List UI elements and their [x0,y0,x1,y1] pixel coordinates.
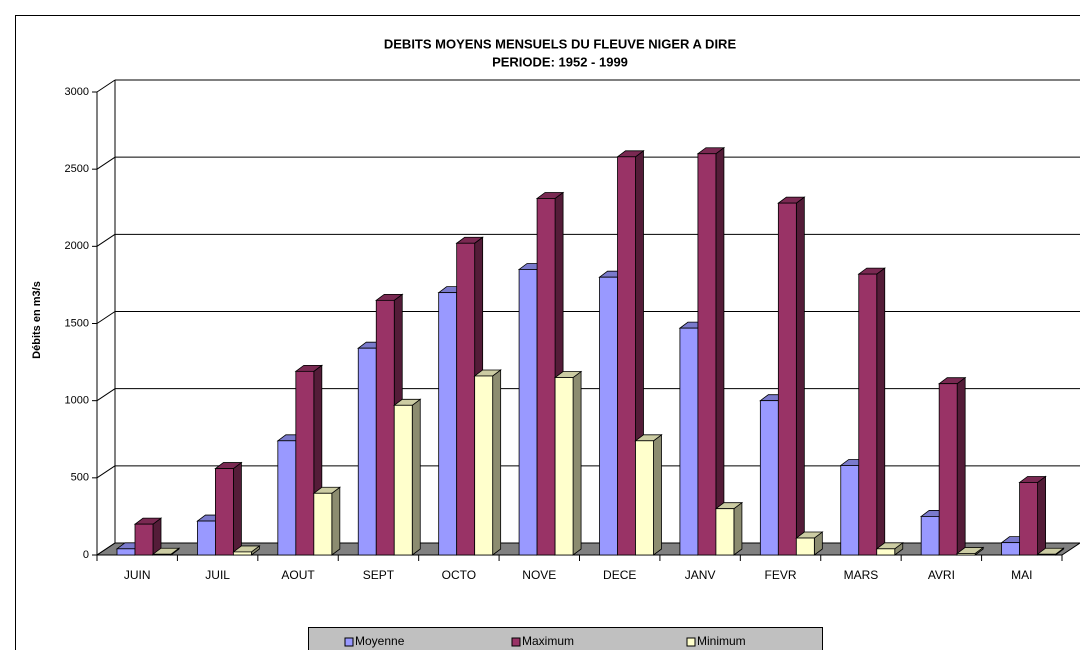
bar [152,553,172,556]
legend-swatch [511,637,521,647]
bar-side [795,196,805,556]
bar [233,551,252,556]
bar [357,347,377,556]
legend-label: Maximum [522,634,574,648]
bar [635,440,654,556]
bar-side [733,501,743,556]
bar [518,269,538,556]
x-tick-label: SEPT [363,568,395,582]
bar [277,440,297,556]
y-tick-label: 0 [83,549,89,561]
grid-diagonal [96,156,116,170]
bar-side [715,146,725,556]
x-tick-label: FEVR [765,568,797,582]
bar [474,375,494,556]
legend-swatch [344,637,354,647]
bar-side [876,267,886,556]
legend-swatch [686,637,696,647]
bar [777,202,797,556]
x-tick-label: MAI [1011,568,1032,582]
y-tick-label: 1500 [65,317,89,329]
bar [393,404,413,556]
bar [617,156,636,556]
x-tick-label: MARS [844,568,879,582]
bar [920,516,940,556]
x-tick-label: AOUT [281,568,315,582]
grid-diagonal [96,79,116,93]
bar [375,299,395,556]
x-tick-label: JUIL [205,568,230,582]
bar [295,370,315,556]
grid-diagonal [96,233,116,247]
y-tick-label: 2500 [65,163,89,175]
bar [715,508,735,556]
x-tick-label: DECE [603,568,636,582]
bar [1001,542,1020,556]
chart-title: DEBITS MOYENS MENSUELS DU FLEUVE NIGER A… [384,36,737,51]
bar [956,553,976,556]
bar [554,377,574,556]
bar [858,273,878,556]
bar-side [233,461,242,556]
bar [215,468,234,556]
x-tick-label: NOVE [522,568,556,582]
bar [795,537,815,556]
x-tick-label: OCTO [442,568,476,582]
bar [197,520,216,556]
bar [1037,553,1056,556]
bar [840,465,860,556]
bar [116,548,136,556]
bar [313,492,333,556]
bar-side [956,376,966,556]
x-tick-label: JUIN [124,568,151,582]
y-tick-label: 3000 [65,86,89,98]
bar [759,400,779,556]
legend-label: Moyenne [355,634,405,648]
x-tick-label: JANV [685,568,716,582]
bar [1019,482,1038,556]
grid-diagonal [96,388,116,402]
y-tick-label: 1000 [65,395,89,407]
bar [438,292,458,556]
y-axis-title: Débits en m3/s [31,281,43,359]
grid-diagonal [96,542,116,556]
legend-label: Minimum [697,634,746,648]
bar [938,383,958,556]
x-tick-label: AVRI [928,568,955,582]
bar-side [572,370,582,556]
bar [536,198,556,556]
bar-side [411,398,421,556]
grid-diagonal [96,465,116,479]
bar-side [653,433,662,556]
grid-diagonal [96,311,116,324]
y-tick-label: 500 [71,472,89,484]
bar [679,327,699,556]
bar-side [1037,475,1046,556]
bar-side [331,486,341,556]
bar [876,548,896,556]
bar [456,242,476,556]
y-tick-label: 2000 [65,240,89,252]
bar [697,153,717,556]
bar-side [492,369,502,556]
bar [134,523,154,556]
chart-subtitle: PERIODE: 1952 - 1999 [492,54,628,69]
bar [599,276,618,556]
